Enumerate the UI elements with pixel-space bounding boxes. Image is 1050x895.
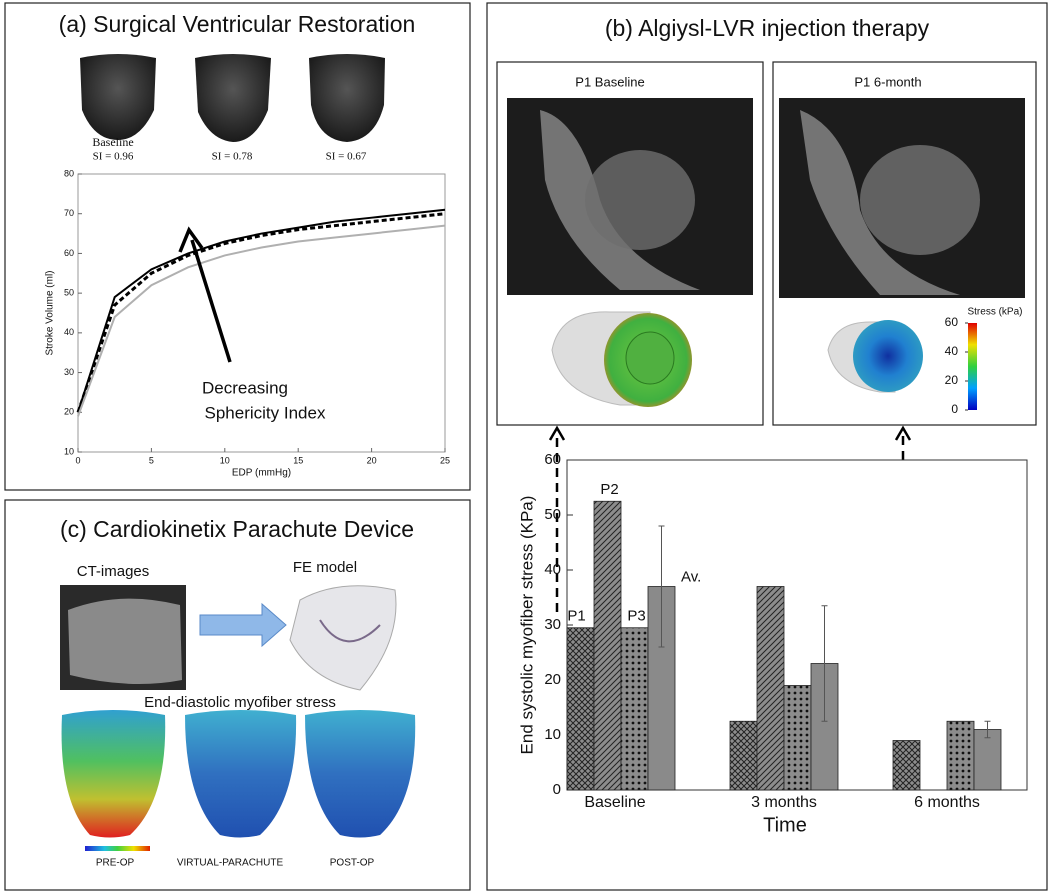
panel-title: (c) Cardiokinetix Parachute Device bbox=[60, 516, 414, 542]
mri-tissue bbox=[585, 150, 695, 250]
panel-frame bbox=[486, 2, 1048, 891]
error-bar bbox=[984, 720, 991, 739]
si-label: SI = 0.78 bbox=[212, 151, 253, 163]
y-tick-label: 20 bbox=[64, 407, 74, 417]
y-tick-label: 10 bbox=[64, 446, 74, 456]
shape-label: Baseline bbox=[92, 135, 133, 149]
heart-shape bbox=[195, 54, 271, 142]
stress-map bbox=[185, 710, 297, 838]
x-tick-label: 0 bbox=[75, 455, 80, 465]
stress-map bbox=[305, 710, 416, 838]
colorbar-tick-label: 20 bbox=[945, 373, 959, 387]
image-title: P1 6-month bbox=[854, 74, 921, 89]
x-tick-label: 5 bbox=[149, 455, 154, 465]
mri-tissue bbox=[800, 110, 960, 295]
y-tick-label: 10 bbox=[544, 726, 561, 743]
heart-model bbox=[625, 331, 675, 385]
y-tick-label: 80 bbox=[64, 168, 74, 178]
process-arrow bbox=[199, 602, 287, 648]
bar bbox=[756, 586, 785, 791]
case-label: VIRTUAL-PARACHUTE bbox=[177, 858, 284, 869]
annotation: Sphericity Index bbox=[205, 403, 326, 422]
y-tick-label: 30 bbox=[544, 616, 561, 633]
x-tick-label: 25 bbox=[440, 455, 450, 465]
bar bbox=[946, 720, 975, 791]
y-tick-label: 0 bbox=[553, 781, 561, 798]
bar bbox=[729, 720, 758, 791]
annotation-arrow bbox=[190, 239, 232, 363]
x-tick-label: Baseline bbox=[584, 794, 645, 811]
y-tick-label: 70 bbox=[64, 208, 74, 218]
panel-frame bbox=[4, 2, 471, 491]
y-tick-label: 50 bbox=[544, 506, 561, 523]
line-series bbox=[76, 212, 446, 413]
colorbar-tick-label: 60 bbox=[945, 315, 959, 329]
series-label: Av. bbox=[681, 568, 701, 585]
x-axis-label: EDP (mmHg) bbox=[232, 468, 291, 479]
line-series bbox=[77, 208, 446, 413]
line-series bbox=[77, 224, 446, 417]
case-label: POST-OP bbox=[330, 858, 375, 869]
x-axis-label: Time bbox=[763, 814, 807, 836]
fe-device bbox=[319, 619, 381, 643]
error-bar bbox=[821, 605, 828, 722]
si-label: SI = 0.67 bbox=[326, 151, 367, 163]
bar bbox=[593, 500, 622, 791]
annotation-arrow-head bbox=[178, 226, 204, 253]
series-label: P3 bbox=[627, 608, 645, 625]
bar bbox=[620, 627, 649, 791]
image-title: P1 Baseline bbox=[575, 74, 644, 89]
si-label: SI = 0.96 bbox=[93, 151, 134, 163]
colorbar-label: Stress (kPa) bbox=[967, 307, 1022, 318]
y-tick-label: 30 bbox=[64, 367, 74, 377]
x-tick-label: 20 bbox=[367, 455, 377, 465]
heart-shape bbox=[80, 54, 156, 140]
arrow-head bbox=[894, 425, 912, 441]
bar bbox=[566, 627, 595, 791]
error-bar bbox=[658, 525, 665, 648]
y-tick-label: 20 bbox=[544, 671, 561, 688]
heart-model bbox=[853, 320, 923, 392]
bar bbox=[973, 729, 1002, 791]
series-label: P2 bbox=[600, 481, 618, 498]
fe-model bbox=[289, 585, 397, 691]
colorbar-tick-label: 0 bbox=[951, 402, 958, 416]
x-tick-label: 6 months bbox=[914, 794, 980, 811]
stress-map bbox=[61, 710, 166, 838]
arrow-head bbox=[548, 425, 566, 441]
panel-frame bbox=[4, 499, 471, 891]
x-tick-label: 3 months bbox=[751, 794, 817, 811]
colorbar bbox=[968, 323, 977, 410]
y-axis-label: Stroke Volume (ml) bbox=[45, 270, 56, 355]
image-label: CT-images bbox=[77, 563, 150, 580]
case-label: PRE-OP bbox=[96, 858, 135, 869]
x-tick-label: 15 bbox=[293, 455, 303, 465]
y-tick-label: 40 bbox=[64, 327, 74, 337]
annotation: Decreasing bbox=[202, 378, 288, 397]
mri-tissue bbox=[540, 110, 700, 290]
y-tick-label: 50 bbox=[64, 288, 74, 298]
y-tick-label: 60 bbox=[64, 248, 74, 258]
colorbar-tick-label: 40 bbox=[945, 344, 959, 358]
ct-tissue bbox=[68, 598, 182, 684]
heart-shape bbox=[309, 54, 385, 142]
image-label: End-diastolic myofiber stress bbox=[144, 694, 336, 711]
series-label: P1 bbox=[567, 608, 585, 625]
image-label: FE model bbox=[293, 559, 357, 576]
small-colorbar bbox=[85, 846, 150, 851]
y-tick-label: 40 bbox=[544, 561, 561, 578]
panel-title: (b) Algiysl-LVR injection therapy bbox=[605, 15, 930, 41]
y-axis-label: End systolic myofiber stress (KPa) bbox=[517, 496, 536, 755]
bar bbox=[892, 740, 921, 791]
x-tick-label: 10 bbox=[220, 455, 230, 465]
mri-tissue bbox=[860, 145, 980, 255]
y-tick-label: 60 bbox=[544, 451, 561, 468]
bar bbox=[783, 685, 812, 791]
panel-title: (a) Surgical Ventricular Restoration bbox=[59, 11, 416, 37]
